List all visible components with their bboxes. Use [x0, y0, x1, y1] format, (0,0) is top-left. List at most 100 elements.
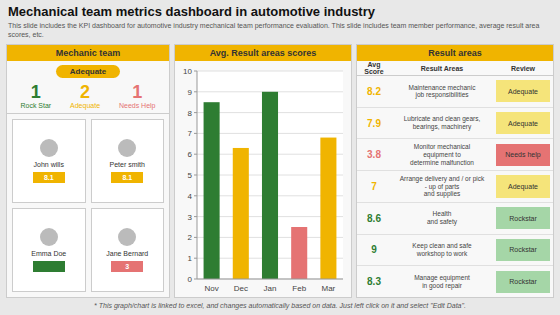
x-ticks: NovDecJanFebMar	[204, 284, 335, 293]
bar	[262, 92, 278, 279]
row-area: Lubricate and clean gears, bearings, mac…	[391, 115, 493, 131]
column-header: Result Areas	[391, 65, 493, 72]
subtitle: This slide includes the KPI dashboard fo…	[8, 22, 552, 39]
y-tick-label: 0	[188, 275, 193, 284]
table-row: 3.8Monitor mechanical equipment to deter…	[357, 138, 553, 170]
row-review: Rockstar	[493, 207, 553, 229]
stat: 1Rock Star	[20, 82, 51, 109]
x-tick-label: Feb	[292, 284, 306, 293]
y-axis	[197, 71, 198, 279]
mechanic-panel: Mechanic teamAdequate1Rock Star2Adequate…	[6, 44, 170, 298]
stat-value: 2	[70, 82, 100, 102]
header: Mechanical team metrics dashboard in aut…	[8, 4, 552, 39]
x-tick-label: Jan	[264, 284, 277, 293]
bar	[204, 102, 220, 279]
bar	[320, 138, 336, 279]
member-name: John wills	[34, 161, 64, 168]
row-area: Arrange delivery and / or pick - up of p…	[391, 175, 493, 198]
row-area: Monitor mechanical equipment to determin…	[391, 143, 493, 166]
result-panel: Result areasAvg ScoreResult AreasReview8…	[356, 44, 554, 298]
member-score: 8.1	[33, 172, 65, 183]
y-tick-label: 5	[188, 171, 193, 180]
stat-label: Needs Help	[119, 102, 156, 109]
y-tick-label: 6	[188, 150, 193, 159]
stats-row: 1Rock Star2Adequate1Needs Help	[7, 80, 169, 114]
review-badge: Adequate	[496, 112, 550, 134]
row-area: Manage equipment in good repair	[391, 274, 493, 290]
footer: * This graph/chart is linked to excel, a…	[6, 300, 554, 312]
y-ticks: 0 1 2 3 4 5 6 7 8 9 10	[183, 67, 343, 284]
y-tick-label: 2	[188, 233, 193, 242]
avatar	[40, 228, 58, 246]
y-tick-label: 7	[188, 129, 193, 138]
stat-label: Adequate	[70, 102, 100, 109]
grid-line	[197, 279, 343, 280]
y-tick-label: 9	[188, 88, 193, 97]
row-review: Adequate	[493, 175, 553, 197]
row-review: Adequate	[493, 112, 553, 134]
row-score: 8.6	[357, 213, 391, 224]
row-review: Rockstar	[493, 271, 553, 293]
y-tick-label: 4	[188, 192, 193, 201]
x-tick-label: Nov	[204, 284, 218, 293]
member-name: Emma Doe	[31, 250, 66, 257]
stat: 2Adequate	[70, 82, 100, 109]
y-tick-label: 10	[183, 67, 192, 76]
bars	[204, 92, 337, 279]
table-header: Avg ScoreResult AreasReview	[357, 61, 553, 76]
chart-panel: Avg. Result areas scores012345678910NovD…	[174, 44, 352, 298]
member-score: 8.1	[111, 172, 143, 183]
y-tick-label: 8	[188, 109, 193, 118]
row-area: Health and safety	[391, 210, 493, 226]
row-review: Rockstar	[493, 239, 553, 261]
review-badge: Rockstar	[496, 239, 550, 261]
panel-header: Mechanic team	[7, 45, 169, 61]
review-badge: Needs help	[496, 144, 550, 166]
table-row: 9Keep clean and safe workshop to workRoc…	[357, 234, 553, 266]
review-badge: Adequate	[496, 175, 550, 197]
x-tick-label: Mar	[322, 284, 336, 293]
review-badge: Rockstar	[496, 271, 550, 293]
bar	[291, 227, 307, 279]
title: Mechanical team metrics dashboard in aut…	[8, 4, 552, 20]
table-row: 8.2Maintenance mechanic job responsibili…	[357, 76, 553, 107]
column-header: Review	[493, 65, 553, 72]
table-row: 7.9Lubricate and clean gears, bearings, …	[357, 107, 553, 139]
y-tick-label: 1	[188, 254, 193, 263]
bar	[233, 148, 249, 279]
row-review: Needs help	[493, 144, 553, 166]
y-tick-label: 3	[188, 213, 193, 222]
stat-value: 1	[20, 82, 51, 102]
panel-header: Result areas	[357, 45, 553, 61]
grid-line	[197, 71, 343, 72]
member-card: Jane Bernard 3	[91, 208, 165, 292]
row-area: Maintenance mechanic job responsibilitie…	[391, 84, 493, 100]
row-score: 3.8	[357, 149, 391, 160]
member-name: Jane Bernard	[106, 250, 148, 257]
member-card: Emma Doe	[12, 208, 86, 292]
row-review: Adequate	[493, 80, 553, 102]
table-row: 8.3Manage equipment in good repairRockst…	[357, 265, 553, 297]
row-area: Keep clean and safe workshop to work	[391, 242, 493, 258]
plot-background	[197, 71, 343, 279]
member-card: John wills 8.1	[12, 119, 86, 203]
x-axis	[197, 279, 343, 280]
row-score: 9	[357, 244, 391, 255]
member-score: 3	[111, 261, 143, 272]
review-badge: Rockstar	[496, 207, 550, 229]
table-row: 7Arrange delivery and / or pick - up of …	[357, 170, 553, 202]
stat-label: Rock Star	[20, 102, 51, 109]
member-score	[33, 261, 65, 272]
dashboard-body: Mechanic teamAdequate1Rock Star2Adequate…	[6, 44, 554, 298]
row-score: 8.3	[357, 276, 391, 287]
stat: 1Needs Help	[119, 82, 156, 109]
member-card: Peter smith8.1	[91, 119, 165, 203]
avatar	[40, 139, 58, 157]
status-badge: Adequate	[56, 65, 120, 78]
panel-header: Avg. Result areas scores	[175, 45, 351, 61]
table-row: 8.6Health and safetyRockstar	[357, 202, 553, 234]
row-score: 8.2	[357, 86, 391, 97]
stat-value: 1	[119, 82, 156, 102]
bar-chart: 012345678910NovDecJanFebMar	[175, 61, 351, 297]
team-grid: John wills8.1Peter smith8.1Emma DoeJane …	[7, 114, 169, 297]
